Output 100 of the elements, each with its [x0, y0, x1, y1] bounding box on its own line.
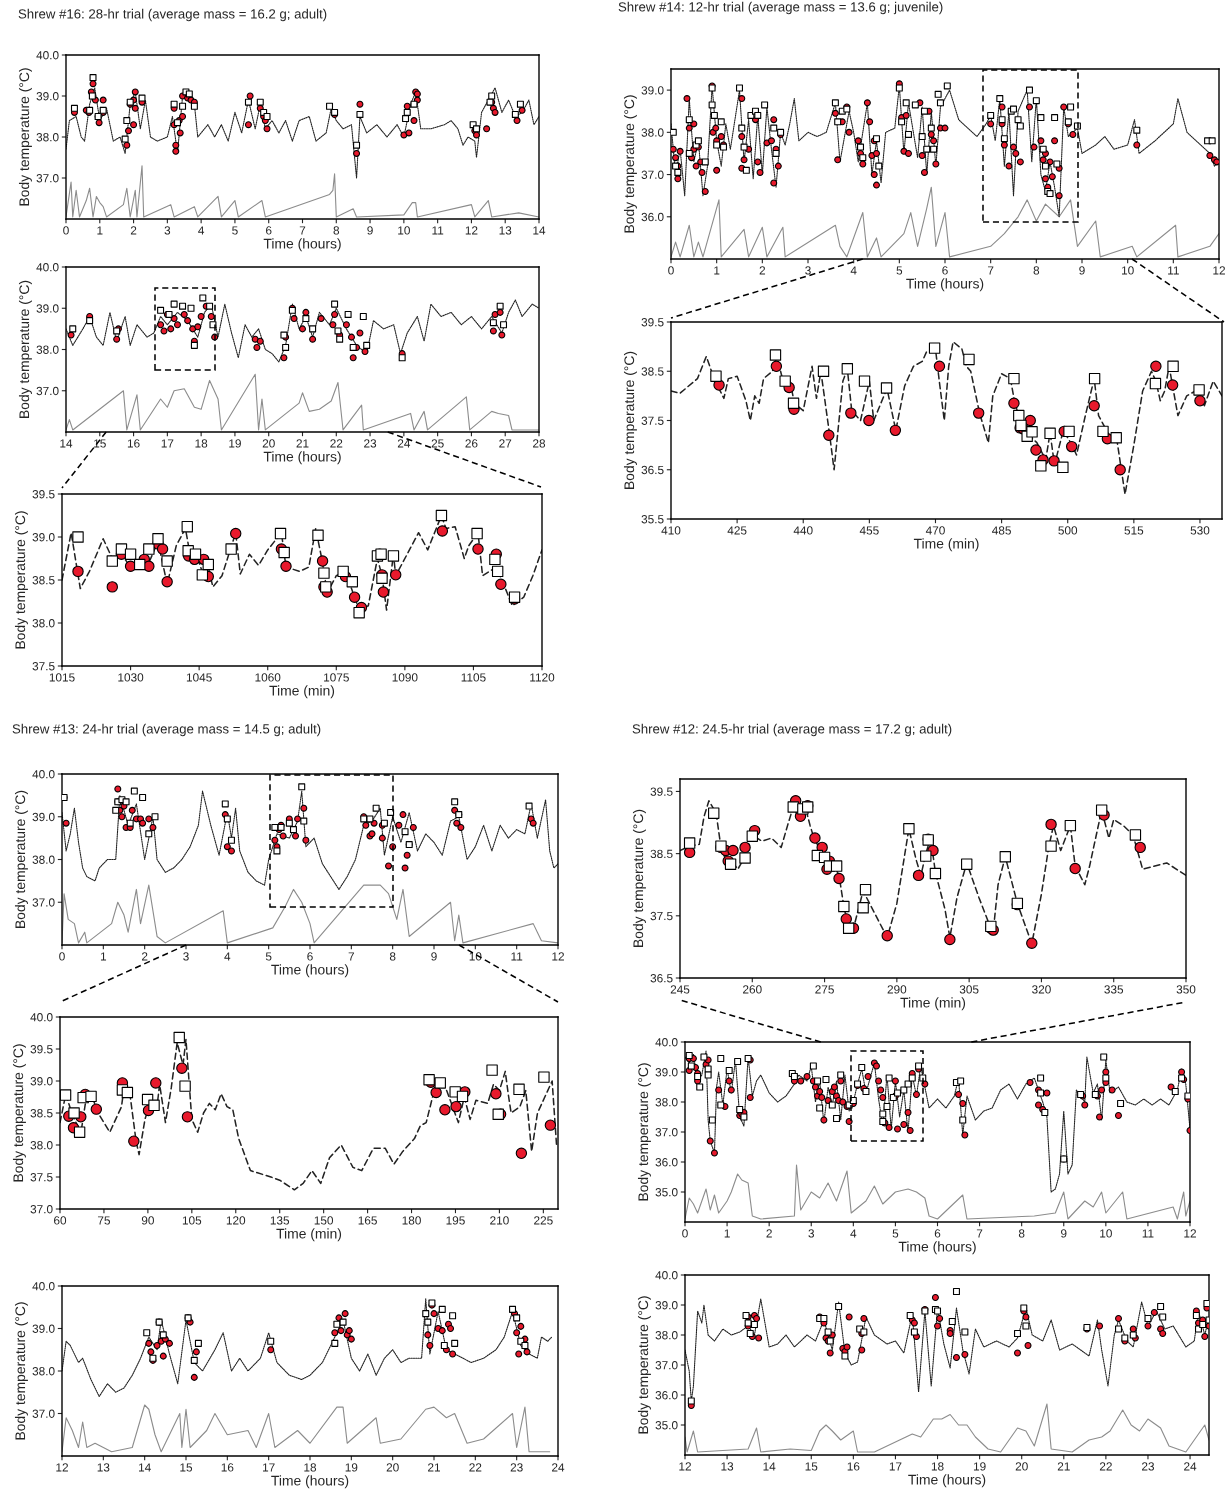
- x-tick-label: 2: [141, 952, 148, 961]
- y-tick-label: 36.5: [650, 974, 673, 983]
- x-tick-label: 210: [490, 1216, 509, 1225]
- x-tick-label: 245: [670, 985, 690, 994]
- x-tick-label: 28: [533, 439, 546, 448]
- x-tick-label: 425: [727, 526, 747, 535]
- y-tick-label: 36.0: [655, 1158, 678, 1167]
- x-axis-title: Time (min): [276, 1228, 342, 1242]
- y-axis-title: Body temperature (°C): [623, 351, 637, 489]
- y-tick-label: 37.0: [30, 1205, 53, 1214]
- x-tick-label: 21: [428, 1463, 440, 1472]
- x-tick-label: 21: [1057, 1462, 1070, 1471]
- x-tick-label: 3: [183, 952, 189, 961]
- x-tick-label: 12: [465, 226, 478, 235]
- x-tick-label: 1105: [461, 673, 486, 682]
- y-axis-title: Body temperature (°C): [12, 1044, 26, 1182]
- x-axis-title: Time (hours): [271, 964, 349, 978]
- y-tick-label: 36.0: [641, 212, 664, 222]
- x-tick-label: 12: [552, 952, 564, 961]
- x-tick-label: 14: [60, 439, 73, 448]
- y-tick-label: 39.0: [655, 1068, 678, 1077]
- x-tick-label: 8: [333, 226, 340, 235]
- y-tick-label: 39.5: [30, 1045, 53, 1054]
- x-tick-label: 75: [97, 1216, 111, 1225]
- y-tick-label: 40.0: [36, 51, 59, 60]
- y-axis-title: Body temperature (°C): [14, 1302, 28, 1440]
- x-tick-label: 19: [345, 1463, 358, 1472]
- x-tick-label: 305: [959, 985, 979, 994]
- x-tick-label: 5: [265, 952, 272, 961]
- x-tick-label: 1015: [49, 673, 75, 682]
- x-tick-label: 530: [1190, 526, 1210, 535]
- y-tick-label: 38.0: [655, 1098, 678, 1107]
- x-tick-label: 470: [925, 526, 945, 535]
- x-axis-title: Time (hours): [906, 278, 984, 292]
- x-tick-label: 24: [1184, 1462, 1197, 1471]
- x-tick-label: 17: [889, 1462, 902, 1471]
- y-axis-title: Body temperature (°C): [14, 790, 28, 928]
- y-tick-label: 37.0: [36, 174, 59, 183]
- y-tick-label: 38.0: [36, 345, 59, 354]
- x-tick-label: 335: [1104, 985, 1124, 994]
- x-tick-label: 2: [130, 226, 137, 235]
- y-tick-label: 38.5: [641, 367, 664, 376]
- x-tick-label: 8: [1033, 266, 1040, 275]
- y-tick-label: 40.0: [30, 1013, 53, 1022]
- x-tick-label: 1: [97, 226, 103, 235]
- x-tick-label: 18: [195, 439, 208, 448]
- y-tick-label: 39.0: [641, 86, 664, 95]
- x-tick-label: 515: [1124, 526, 1144, 535]
- x-tick-label: 12: [679, 1462, 691, 1471]
- x-tick-label: 11: [1142, 1229, 1154, 1238]
- x-tick-label: 15: [94, 439, 106, 448]
- x-axis-title: Time (hours): [271, 1475, 349, 1489]
- x-tick-label: 12: [1213, 266, 1225, 275]
- y-tick-label: 39.0: [32, 1324, 55, 1333]
- x-tick-label: 13: [499, 226, 512, 235]
- x-tick-label: 0: [59, 952, 65, 961]
- x-tick-label: 13: [721, 1462, 734, 1471]
- x-tick-label: 14: [139, 1463, 151, 1472]
- y-tick-label: 37.5: [641, 416, 664, 425]
- chart-title: Shrew #16: 28-hr trial (average mass = 16.2 g; adult): [18, 8, 327, 22]
- x-tick-label: 485: [992, 526, 1011, 535]
- x-tick-label: 14: [763, 1462, 776, 1471]
- x-tick-label: 455: [859, 526, 879, 535]
- x-tick-label: 1075: [324, 673, 349, 682]
- y-tick-label: 39.5: [32, 490, 55, 499]
- x-tick-label: 6: [307, 952, 313, 961]
- y-tick-label: 38.0: [30, 1141, 53, 1150]
- x-axis-title: Time (hours): [263, 238, 341, 252]
- x-tick-label: 24: [397, 439, 411, 448]
- y-tick-label: 37.5: [32, 662, 55, 671]
- x-tick-label: 20: [386, 1463, 399, 1472]
- x-tick-label: 19: [229, 439, 241, 448]
- x-tick-label: 135: [270, 1216, 290, 1225]
- x-tick-label: 9: [1061, 1229, 1067, 1238]
- x-tick-label: 60: [54, 1216, 67, 1225]
- x-tick-label: 1060: [255, 673, 281, 682]
- x-tick-label: 350: [1176, 985, 1196, 994]
- x-axis-title: Time (min): [913, 538, 979, 552]
- x-tick-label: 20: [1015, 1462, 1028, 1471]
- x-tick-label: 23: [364, 439, 377, 448]
- x-tick-label: 27: [499, 439, 512, 448]
- x-tick-label: 11: [1168, 266, 1179, 275]
- x-tick-label: 5: [896, 266, 903, 275]
- y-tick-label: 38.0: [641, 128, 664, 137]
- y-tick-label: 38.5: [650, 849, 673, 859]
- x-tick-label: 4: [224, 952, 231, 961]
- x-axis-title: Time (hours): [263, 451, 341, 465]
- x-tick-label: 290: [887, 985, 907, 994]
- x-tick-label: 0: [63, 226, 69, 235]
- x-tick-label: 225: [534, 1216, 553, 1225]
- x-tick-label: 165: [358, 1216, 377, 1225]
- x-tick-label: 10: [1100, 1229, 1112, 1238]
- x-tick-label: 15: [805, 1462, 818, 1471]
- x-tick-label: 17: [161, 439, 174, 448]
- y-tick-label: 38.0: [32, 619, 55, 628]
- y-tick-label: 38.0: [32, 855, 55, 864]
- y-tick-label: 38.5: [32, 576, 55, 585]
- x-tick-label: 8: [1018, 1229, 1025, 1238]
- y-tick-label: 37.5: [650, 911, 673, 921]
- x-tick-label: 1045: [186, 673, 212, 682]
